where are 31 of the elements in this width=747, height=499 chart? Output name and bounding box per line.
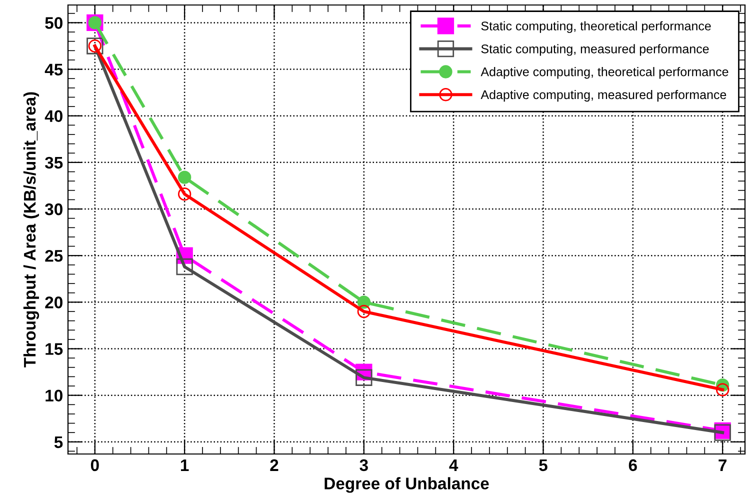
x-tick-label: 7 bbox=[718, 459, 726, 471]
y-tick-label: 50 bbox=[45, 17, 62, 29]
x-tick-label: 4 bbox=[449, 459, 458, 471]
legend-label: Static computing, theoretical performance bbox=[481, 21, 711, 33]
point bbox=[356, 369, 372, 386]
x-tick-label: 1 bbox=[180, 459, 189, 471]
x-tick-label: 0 bbox=[90, 459, 99, 472]
legend-label: Adaptive computing, measured performance bbox=[480, 90, 726, 102]
point bbox=[716, 383, 730, 396]
y-tick-label: 5 bbox=[54, 436, 63, 448]
point bbox=[178, 188, 192, 201]
x-tick-label: 3 bbox=[360, 459, 368, 472]
x-tick-label: 2 bbox=[270, 459, 278, 471]
x-tick-label: 6 bbox=[628, 459, 637, 472]
point bbox=[357, 296, 371, 309]
legend-label: Adaptive computing, theoretical performance bbox=[480, 67, 728, 79]
legend-label: Static computing, measured performance bbox=[481, 44, 709, 56]
y-tick-label: 30 bbox=[44, 203, 62, 216]
x-tick-label: 5 bbox=[539, 459, 548, 472]
y-tick-label: 40 bbox=[44, 110, 62, 122]
y-tick-label: 45 bbox=[44, 64, 63, 76]
x-axis-title: Degree of Unbalance bbox=[324, 477, 489, 493]
y-tick-label: 15 bbox=[46, 343, 63, 355]
point bbox=[357, 304, 371, 318]
y-tick-label: 25 bbox=[45, 250, 63, 262]
y-axis-title: Throughput / Area (KB/s/unit_area) bbox=[23, 92, 40, 368]
point bbox=[176, 258, 193, 276]
y-tick-label: 20 bbox=[45, 296, 62, 308]
point bbox=[178, 170, 192, 184]
y-tick-label: 35 bbox=[44, 156, 63, 169]
y-tick-label: 10 bbox=[46, 390, 62, 402]
